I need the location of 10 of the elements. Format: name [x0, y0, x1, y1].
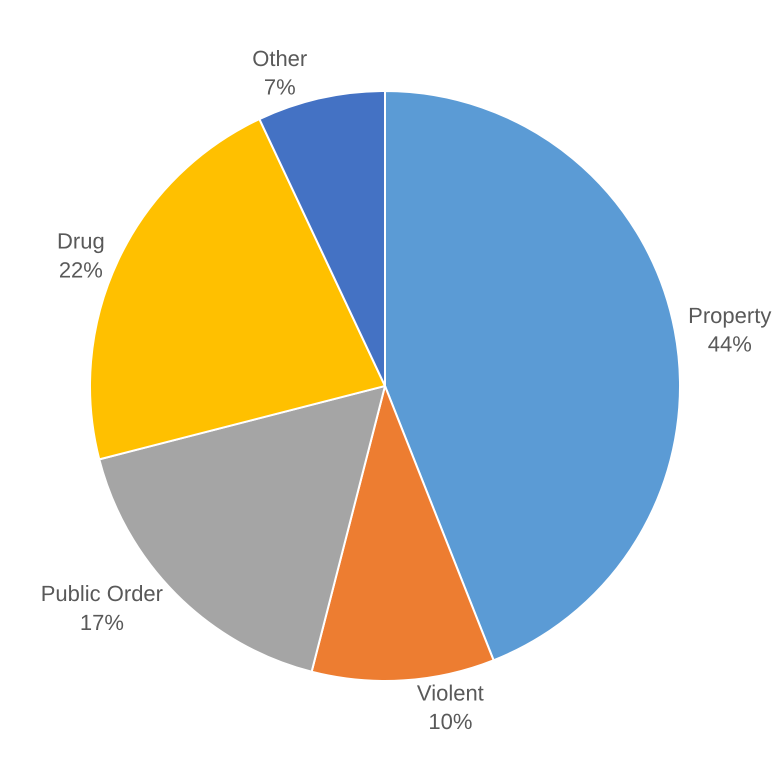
slice-label: Violent — [416, 680, 484, 706]
data-label: 17% — [80, 610, 124, 635]
slice-label: Public Order — [40, 581, 164, 606]
slice-label: Drug — [56, 228, 105, 254]
slice-label: Property — [688, 302, 772, 328]
data-label: 10% — [428, 708, 472, 734]
slice-label: Other — [252, 46, 308, 71]
data-label: 44% — [708, 332, 752, 357]
data-label: 22% — [58, 257, 103, 282]
data-label: 7% — [264, 74, 296, 100]
